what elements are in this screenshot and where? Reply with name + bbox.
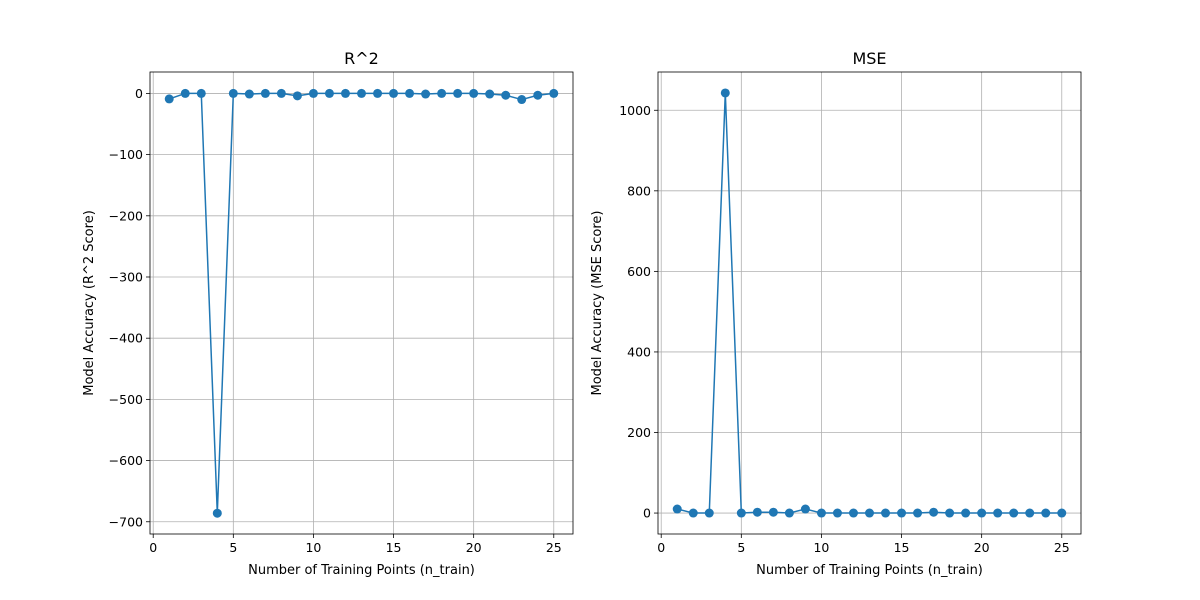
data-point — [501, 90, 511, 100]
data-point — [292, 91, 302, 101]
x-axis-label: Number of Training Points (n_train) — [756, 563, 983, 578]
series-line — [168, 92, 554, 514]
data-point — [977, 508, 987, 518]
data-point — [485, 89, 495, 99]
data-point — [421, 89, 431, 99]
data-point — [913, 508, 923, 518]
grid — [658, 72, 1081, 534]
data-point — [276, 88, 286, 98]
data-point — [260, 88, 270, 98]
y-tick-label: −400 — [109, 331, 143, 346]
x-tick-label: 15 — [894, 540, 910, 555]
data-point — [736, 508, 746, 518]
y-axis-label: Model Accuracy (R^2 Score) — [82, 210, 97, 396]
x-tick-label: 25 — [1054, 540, 1070, 555]
data-point — [1025, 508, 1035, 518]
data-point — [517, 95, 527, 105]
data-point — [897, 508, 907, 518]
plot-frame — [149, 71, 574, 535]
data-point — [453, 88, 463, 98]
data-point — [800, 504, 810, 514]
data-point — [244, 89, 254, 99]
data-point — [672, 504, 682, 514]
y-tick-label: 0 — [135, 86, 143, 101]
chart-title: MSE — [852, 49, 886, 68]
y-tick-label: −100 — [109, 147, 143, 162]
data-point — [816, 508, 826, 518]
data-point — [961, 508, 971, 518]
data-point — [1009, 508, 1019, 518]
y-tick-label: −300 — [109, 269, 143, 284]
x-tick-label: 10 — [813, 540, 829, 555]
data-point — [768, 507, 778, 517]
data-point — [180, 88, 190, 98]
r2-chart: R^2 Number of Training Points (n_train) … — [82, 49, 574, 578]
data-point — [340, 88, 350, 98]
y-tick-label: 0 — [643, 506, 651, 521]
data-point — [1041, 508, 1051, 518]
data-point — [437, 88, 447, 98]
data-point — [945, 508, 955, 518]
data-point — [929, 507, 939, 517]
y-tick-label: −500 — [109, 392, 143, 407]
y-tick-label: 1000 — [619, 103, 651, 118]
x-tick-label: 0 — [149, 540, 157, 555]
x-tick-label: 25 — [546, 540, 562, 555]
data-point — [373, 88, 383, 98]
y-tick-label: −600 — [109, 453, 143, 468]
data-point — [1057, 508, 1067, 518]
y-tick-label: 400 — [627, 344, 651, 359]
x-tick-label: 5 — [737, 540, 745, 555]
data-point — [784, 508, 794, 518]
data-point — [720, 88, 730, 98]
plot-frame — [657, 71, 1082, 535]
data-point — [389, 88, 399, 98]
data-point — [324, 88, 334, 98]
data-point — [196, 88, 206, 98]
data-point — [688, 508, 698, 518]
data-point — [832, 508, 842, 518]
grid — [150, 72, 573, 534]
x-tick-label: 20 — [466, 540, 482, 555]
data-point — [549, 88, 559, 98]
x-tick-label: 10 — [305, 540, 321, 555]
y-tick-label: −200 — [109, 208, 143, 223]
data-point — [533, 90, 543, 100]
x-tick-label: 5 — [229, 540, 237, 555]
data-point — [405, 88, 415, 98]
data-point — [993, 508, 1003, 518]
data-point — [212, 508, 222, 518]
data-point — [357, 88, 366, 98]
y-axis-label: Model Accuracy (MSE Score) — [590, 210, 605, 395]
data-point — [848, 508, 858, 518]
data-point — [865, 508, 874, 518]
data-point — [228, 88, 238, 98]
x-tick-label: 20 — [974, 540, 990, 555]
x-axis-label: Number of Training Points (n_train) — [248, 563, 475, 578]
data-point — [881, 508, 891, 518]
data-point — [308, 88, 318, 98]
series-line — [677, 92, 1062, 514]
data-point — [704, 508, 714, 518]
mse-chart: MSE Number of Training Points (n_train) … — [590, 49, 1082, 578]
data-point — [164, 94, 174, 104]
x-tick-label: 15 — [386, 540, 402, 555]
data-point — [469, 88, 479, 98]
x-tick-label: 0 — [657, 540, 665, 555]
y-tick-label: 200 — [627, 425, 651, 440]
data-point — [752, 507, 762, 517]
y-tick-label: 800 — [627, 183, 651, 198]
y-tick-label: 600 — [627, 264, 651, 279]
y-tick-label: −700 — [109, 514, 143, 529]
chart-title: R^2 — [344, 49, 379, 68]
